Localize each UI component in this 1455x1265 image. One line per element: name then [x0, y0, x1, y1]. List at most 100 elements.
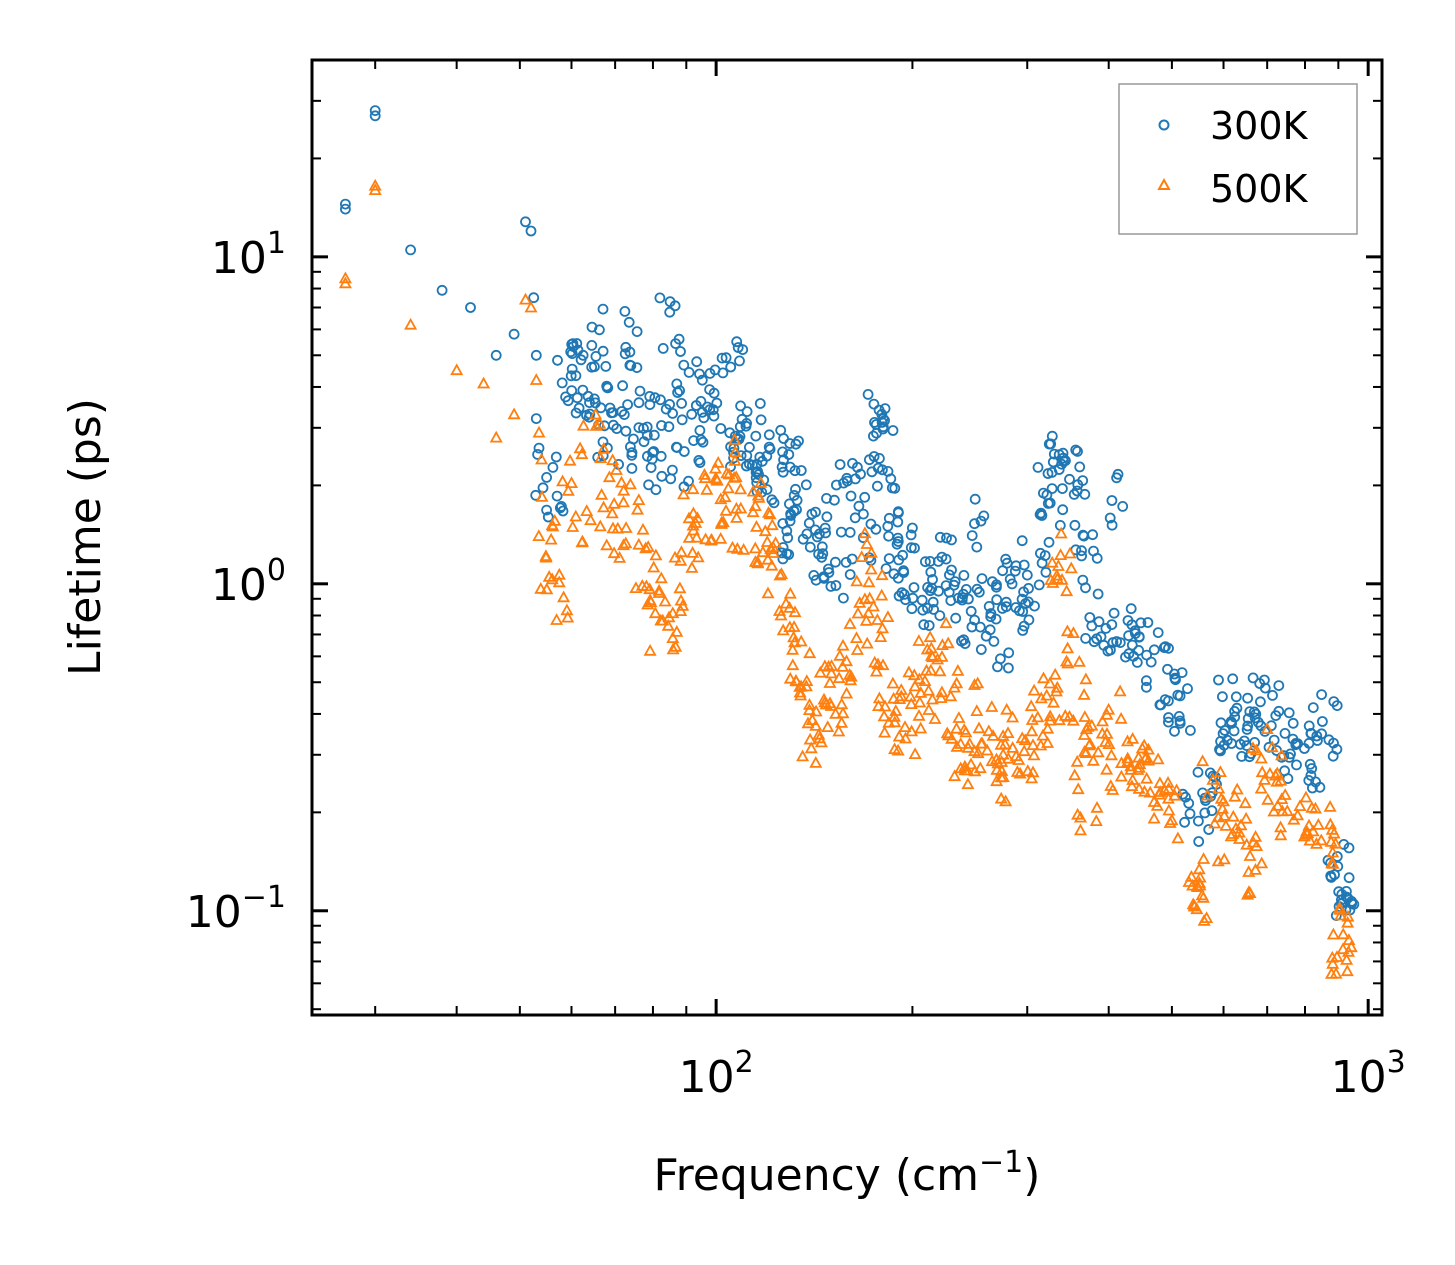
point-500k: [1001, 726, 1015, 738]
point-300k: [633, 397, 645, 409]
point-500k: [1215, 802, 1230, 814]
point-300k: [971, 583, 983, 595]
point-500k: [686, 518, 700, 531]
point-500k: [1070, 754, 1084, 767]
point-300k: [694, 368, 705, 380]
point-300k: [953, 592, 964, 604]
point-500k: [950, 740, 964, 752]
point-500k: [1113, 684, 1127, 697]
point-300k: [1206, 805, 1218, 817]
point-300k: [566, 348, 578, 360]
point-300k: [992, 661, 1003, 673]
point-300k: [584, 397, 595, 409]
point-300k: [1283, 707, 1295, 719]
point-500k: [949, 721, 964, 734]
point-300k: [845, 490, 857, 502]
point-500k: [338, 276, 352, 289]
point-500k: [635, 579, 649, 591]
point-300k: [619, 305, 631, 317]
point-300k: [1341, 891, 1352, 903]
point-300k: [654, 292, 666, 304]
point-300k: [1092, 588, 1104, 600]
point-300k: [1176, 667, 1188, 678]
point-300k: [339, 203, 351, 215]
point-500k: [507, 407, 521, 420]
point-500k: [686, 506, 700, 519]
point-500k: [1079, 746, 1093, 758]
point-300k: [880, 563, 892, 574]
point-300k: [897, 549, 908, 561]
point-300k: [552, 354, 563, 366]
point-300k: [763, 429, 775, 441]
point-500k: [1303, 833, 1317, 846]
point-300k: [1033, 579, 1045, 591]
point-300k: [1142, 617, 1154, 628]
point-500k: [941, 636, 955, 649]
point-500k: [535, 490, 549, 502]
point-300k: [886, 482, 898, 494]
point-300k: [1307, 702, 1319, 713]
point-300k: [1016, 535, 1028, 547]
point-300k: [1006, 578, 1018, 590]
point-500k: [951, 664, 965, 676]
x-tick-labels: 102 103: [679, 1045, 1406, 1103]
point-300k: [660, 403, 672, 415]
point-300k: [707, 404, 719, 416]
point-300k: [862, 388, 874, 400]
point-500k: [998, 737, 1012, 750]
point-500k: [532, 425, 546, 438]
point-300k: [1032, 461, 1044, 473]
point-300k: [969, 493, 981, 505]
point-300k: [624, 359, 636, 371]
point-300k: [731, 336, 743, 348]
point-500k: [794, 688, 808, 701]
point-500k: [714, 531, 728, 544]
point-500k: [858, 592, 872, 605]
point-300k: [976, 573, 988, 584]
point-500k: [1161, 791, 1175, 804]
point-300k: [809, 524, 821, 536]
point-300k: [1217, 691, 1228, 703]
point-500k: [783, 671, 797, 684]
point-300k: [1185, 725, 1196, 736]
point-300k: [1343, 872, 1355, 884]
point-500k: [843, 617, 857, 629]
point-500k: [1064, 561, 1078, 574]
point-500k: [957, 723, 971, 735]
point-300k: [619, 348, 631, 360]
point-500k: [970, 704, 984, 716]
point-500k: [871, 699, 886, 711]
point-500k: [859, 613, 873, 626]
point-300k: [783, 449, 795, 460]
point-300k: [1227, 673, 1239, 685]
point-300k: [644, 399, 656, 411]
point-300k: [436, 284, 448, 296]
point-300k: [868, 430, 879, 442]
point-300k: [656, 420, 667, 431]
point-500k: [878, 725, 892, 738]
y-tick-label: 101: [211, 226, 286, 284]
point-500k: [1061, 656, 1075, 669]
point-300k: [643, 479, 654, 491]
point-300k: [1100, 623, 1112, 634]
point-500k: [935, 638, 949, 650]
point-300k: [873, 404, 885, 416]
point-300k: [879, 403, 891, 415]
data-points-layer: [338, 105, 1360, 979]
point-300k: [556, 377, 568, 389]
point-300k: [975, 644, 987, 655]
point-500k: [734, 501, 748, 514]
point-300k: [665, 473, 677, 485]
point-500k: [814, 735, 828, 748]
point-500k: [1147, 811, 1161, 824]
point-300k: [1000, 596, 1012, 608]
point-300k: [566, 385, 578, 397]
point-500k: [1255, 856, 1269, 869]
point-300k: [841, 475, 853, 487]
point-300k: [525, 225, 537, 237]
point-500k: [893, 692, 907, 704]
point-300k: [541, 471, 552, 483]
point-500k: [980, 743, 994, 756]
point-500k: [982, 724, 996, 737]
series-300k: [339, 105, 1360, 921]
